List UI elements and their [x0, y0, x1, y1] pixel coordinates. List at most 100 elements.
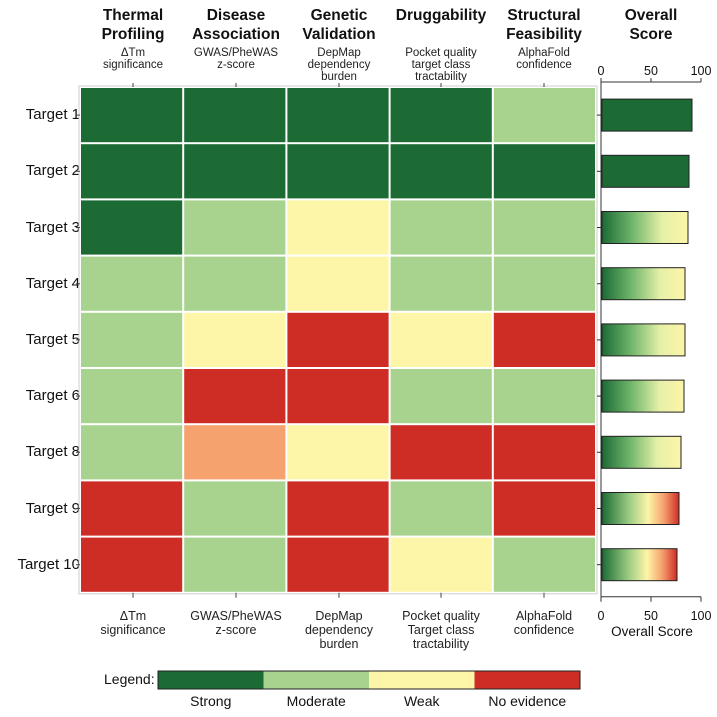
heatmap-cell	[184, 312, 286, 367]
overall-tick-label: 50	[644, 608, 658, 623]
row-label: Target 2	[25, 162, 80, 180]
heatmap-cell	[493, 144, 595, 199]
column-subtitle-top: ΔTm significance	[81, 47, 185, 71]
overall-score-bar	[601, 379, 685, 413]
column-subtitle-line: burden	[321, 71, 357, 83]
heatmap-cell	[184, 481, 286, 536]
heatmap-cell	[287, 537, 389, 592]
overall-tick-label: 50	[644, 64, 658, 78]
column-subtitle-line: confidence	[513, 622, 575, 637]
heatmap-cell	[287, 369, 389, 424]
column-subtitle-line: burden	[319, 636, 359, 651]
column-subtitle-line: dependency	[304, 622, 374, 637]
column-subtitle-bottom: Pocket quality Target class tractability	[389, 609, 493, 651]
overall-tick-label: 0	[597, 608, 605, 623]
heatmap-cell	[81, 312, 183, 367]
heatmap-cell	[493, 88, 595, 143]
heatmap-cell	[390, 369, 492, 424]
heatmap-cell	[81, 88, 183, 143]
heatmap-cell	[493, 481, 595, 536]
legend-frame	[157, 670, 581, 690]
column-title-line: Feasibility	[506, 26, 582, 43]
heatmap-cell	[390, 144, 492, 199]
row-label: Target 10	[17, 555, 80, 573]
overall-score-bar	[601, 98, 693, 132]
heatmap-cell	[81, 256, 183, 311]
heatmap-cell	[493, 537, 595, 592]
heatmap-cell	[184, 256, 286, 311]
row-label: Target 5	[25, 330, 80, 348]
column-subtitle-line: tractability	[412, 636, 470, 651]
heatmap-cell	[287, 256, 389, 311]
overall-tick-label: 0	[597, 64, 605, 78]
legend-swatch	[158, 671, 264, 689]
overall-tick-label: 100	[690, 608, 712, 623]
overall-title-line: Overall	[624, 7, 678, 24]
column-subtitle-top: DepMap dependency burden	[287, 47, 391, 83]
column-subtitle-line: tractability	[415, 71, 467, 83]
column-subtitle-line: significance	[100, 622, 166, 637]
overall-tick-label: 100	[690, 64, 712, 78]
column-subtitle-line: DepMap	[317, 47, 361, 59]
column-title-line: Association	[192, 26, 280, 43]
column-title: Genetic Validation	[284, 6, 394, 44]
row-label: Target 9	[25, 499, 80, 517]
heatmap-cell	[287, 144, 389, 199]
legend-entry-label: Weak	[403, 693, 440, 709]
legend-swatch	[474, 671, 580, 689]
overall-score-bar	[601, 548, 678, 582]
heatmap-cell	[390, 88, 492, 143]
column-subtitle-line: GWAS/PheWAS	[193, 47, 279, 59]
column-subtitle-line: Pocket quality	[402, 608, 480, 623]
overall-axis-label: Overall Score	[611, 623, 693, 639]
heatmap-cell	[81, 369, 183, 424]
heatmap-cell	[81, 144, 183, 199]
column-subtitle-line: Pocket quality	[405, 47, 477, 59]
column-title-line: Structural	[507, 7, 581, 24]
column-title: Structural Feasibility	[489, 6, 599, 44]
column-subtitle-line: dependency	[307, 59, 371, 71]
column-subtitle-bottom: GWAS/PheWAS z-score	[184, 609, 288, 637]
column-subtitle-line: z-score	[217, 59, 255, 71]
heatmap-cell	[81, 537, 183, 592]
heatmap-cell	[287, 200, 389, 255]
legend-entry-label: No evidence	[488, 693, 567, 709]
legend-label: Legend:	[104, 671, 155, 687]
column-title-line: Thermal	[102, 7, 164, 24]
overall-score-bar	[601, 154, 690, 188]
heatmap-cell	[81, 200, 183, 255]
column-subtitle-line: z-score	[215, 622, 257, 637]
row-label: Target 8	[25, 443, 80, 461]
heatmap-cell	[390, 312, 492, 367]
legend-entry-label: Moderate	[286, 693, 346, 709]
column-title-line: Validation	[302, 26, 376, 43]
column-subtitle-line: DepMap	[315, 608, 363, 623]
column-title-line: Druggability	[395, 7, 487, 24]
heatmap-cell	[493, 312, 595, 367]
heatmap-cell	[184, 369, 286, 424]
heatmap-cell	[390, 256, 492, 311]
column-subtitle-bottom: AlphaFold confidence	[492, 609, 596, 637]
overall-score-bar	[601, 492, 680, 525]
column-title: Disease Association	[181, 6, 291, 44]
heatmap-cell	[493, 200, 595, 255]
column-title-line: Disease	[206, 7, 266, 24]
heatmap-cell	[493, 256, 595, 311]
column-subtitle-bottom: ΔTm significance	[81, 609, 185, 637]
heatmap-cell	[390, 425, 492, 480]
column-subtitle-line: AlphaFold	[518, 47, 570, 59]
column-subtitle-line: target class	[411, 59, 471, 71]
column-title-line: Genetic	[310, 7, 368, 24]
column-subtitle-line: GWAS/PheWAS	[190, 608, 282, 623]
heatmap-cell	[493, 425, 595, 480]
heatmap-cell	[81, 425, 183, 480]
overall-score-bar	[601, 323, 686, 357]
row-label: Target 4	[25, 274, 80, 292]
legend-swatch	[369, 671, 475, 689]
heatmap-cell	[184, 144, 286, 199]
heatmap-cell	[287, 425, 389, 480]
heatmap-cell	[287, 481, 389, 536]
heatmap-cell	[184, 88, 286, 143]
column-subtitle-line: Target class	[407, 622, 475, 637]
row-label: Target 3	[25, 218, 80, 236]
